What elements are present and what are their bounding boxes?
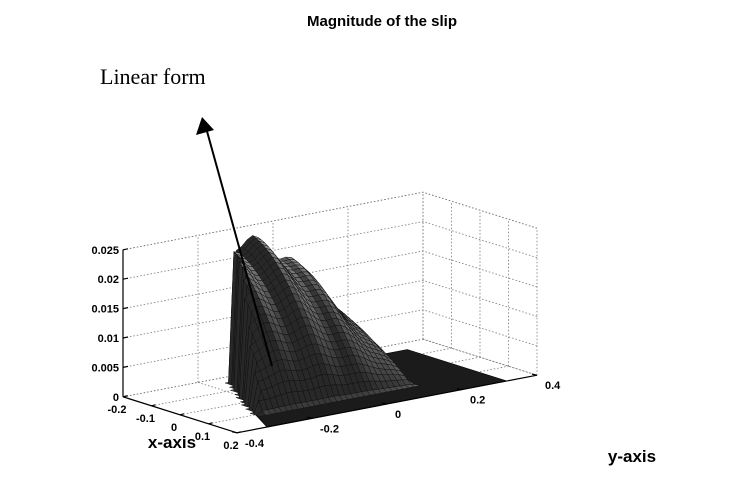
y-tick-mark [456, 388, 463, 391]
grid-line [122, 279, 538, 339]
z-tick-label: 0.015 [91, 304, 119, 316]
x-tick-mark [151, 404, 156, 407]
z-tick-label: 0 [113, 392, 119, 404]
chart-title: Magnitude of the slip [307, 13, 457, 30]
x-tick-label: 0 [171, 422, 177, 434]
grid-line [122, 221, 538, 280]
grid-line [122, 309, 538, 368]
y-tick-label: 0.2 [470, 395, 485, 407]
x-tick-label: -0.2 [108, 404, 127, 416]
y-tick-label: 0 [395, 409, 401, 421]
annotation-arrow-head [196, 117, 214, 135]
x-tick-label: 0.1 [195, 431, 210, 443]
z-tick-label: 0.01 [98, 333, 119, 345]
y-tick-label: -0.4 [245, 438, 265, 450]
y-tick-mark [381, 402, 388, 405]
linear-form-annotation: Linear form [100, 64, 273, 367]
slip-surface [225, 235, 420, 417]
grid-line [122, 191, 538, 251]
x-tick-mark [122, 395, 128, 398]
axes [122, 248, 538, 434]
annotation-label: Linear form [100, 64, 206, 89]
y-tick-mark [306, 416, 313, 419]
y-tick-label: 0.4 [545, 380, 561, 392]
z-tick-mark [122, 248, 129, 251]
z-tick-label: 0.005 [91, 362, 119, 374]
annotation-arrow-line [204, 123, 273, 367]
z-tick-label: 0.02 [98, 274, 119, 286]
y-tick-mark [231, 431, 238, 434]
grid-line [122, 338, 538, 398]
z-tick-mark [122, 336, 129, 339]
y-tick-mark [531, 373, 538, 376]
z-tick-label: 0.025 [91, 245, 119, 257]
x-axis-label: x-axis [148, 433, 196, 452]
y-tick-label: -0.2 [320, 423, 339, 435]
tick-labels: 00.0050.010.0150.020.025-0.2-0.100.10.2-… [91, 245, 561, 452]
x-tick-label: 0.2 [223, 440, 238, 452]
x-tick-label: -0.1 [136, 413, 155, 425]
z-tick-mark [122, 307, 129, 310]
x-tick-mark [208, 422, 213, 425]
surface-patch [256, 410, 266, 417]
z-tick-mark [122, 365, 129, 368]
z-tick-mark [122, 277, 129, 280]
grid-line [122, 250, 538, 309]
x-tick-mark [236, 431, 242, 434]
grid-line [122, 191, 538, 251]
x-tick-mark [179, 413, 185, 416]
y-axis-label: y-axis [608, 447, 656, 466]
